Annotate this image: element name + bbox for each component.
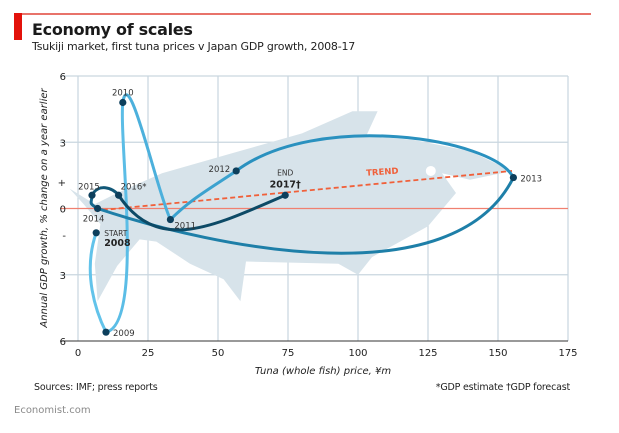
- axes: 0 25 50 75 100 125 150 175 6 3 +0 - 3 6: [58, 72, 578, 359]
- curve-segment-2008-2009: [88, 231, 108, 334]
- trend-label: TREND: [366, 167, 399, 179]
- curve-segment-2016-2017: [117, 193, 287, 232]
- data-point-2013: [509, 173, 517, 182]
- data-points: [88, 98, 517, 336]
- x-tick-label: 25: [142, 348, 155, 359]
- brand-red-tag: [14, 13, 22, 40]
- y-tick-label: 6: [60, 72, 66, 83]
- point-label-2014: 2014: [83, 215, 105, 225]
- y-tick-label: +: [58, 178, 66, 189]
- y-tick-label: 6: [60, 337, 66, 348]
- point-label-2015: 2015: [78, 182, 100, 192]
- tuna-fish-silhouette: [69, 111, 512, 302]
- curve-segment-2010-2011: [121, 93, 172, 222]
- point-label-2011: 2011: [174, 222, 196, 232]
- point-label-2013: 2013: [520, 175, 542, 185]
- x-axis-label: Tuna (whole fish) price, ¥m: [255, 366, 391, 377]
- brand-link[interactable]: Economist.com: [14, 405, 91, 416]
- x-tick-label: 100: [348, 348, 367, 359]
- data-point-2009: [102, 328, 110, 336]
- point-note-end: END: [277, 168, 293, 177]
- y-tick-label: -: [62, 231, 66, 242]
- y-tick-label: 3: [60, 138, 66, 149]
- series-curves: [88, 93, 515, 334]
- y-axis-label: Annual GDP growth, % change on a year ea…: [39, 87, 50, 328]
- footnotes: *GDP estimate †GDP forecast: [435, 382, 570, 393]
- curve-segment-2011-2012: [168, 169, 238, 222]
- x-tick-label: 75: [282, 348, 295, 359]
- data-point-2011: [166, 215, 174, 224]
- data-point-2010: [119, 98, 127, 107]
- point-label-2016: 2016*: [121, 182, 147, 192]
- trend-dashed-line: [94, 170, 513, 212]
- x-tick-label: 125: [418, 348, 437, 359]
- x-tick-label: 50: [212, 348, 225, 359]
- y-tick-label: 0: [60, 205, 66, 216]
- x-tick-label: 150: [488, 348, 507, 359]
- point-label-2008: 2008: [104, 238, 131, 249]
- data-point-2014: [94, 204, 102, 213]
- sources-note: Sources: IMF; press reports: [34, 382, 158, 393]
- curve-segment-2012-2013: [234, 134, 515, 180]
- x-tick-label: 175: [558, 348, 577, 359]
- chart-subtitle: Tsukiji market, first tuna prices v Japa…: [32, 40, 356, 53]
- y-tick-label: 3: [60, 271, 66, 282]
- trend-line: [94, 170, 513, 212]
- point-label-2010: 2010: [112, 89, 134, 99]
- data-point-2008: [92, 229, 100, 237]
- data-point-2012: [232, 167, 240, 175]
- x-tick-label: 0: [75, 348, 81, 359]
- fish-eye: [425, 165, 436, 176]
- point-label-2009: 2009: [113, 329, 135, 339]
- data-point-2016: [115, 191, 123, 199]
- point-label-2012: 2012: [209, 165, 231, 175]
- data-point-2017: [281, 191, 289, 199]
- chart-title: Economy of scales: [32, 20, 193, 39]
- top-rule: [14, 13, 591, 15]
- data-point-2015: [88, 191, 96, 199]
- point-label-2017: 2017†: [270, 179, 301, 190]
- point-note-start: START: [104, 229, 128, 238]
- curve-segment-2009-2010: [104, 101, 129, 334]
